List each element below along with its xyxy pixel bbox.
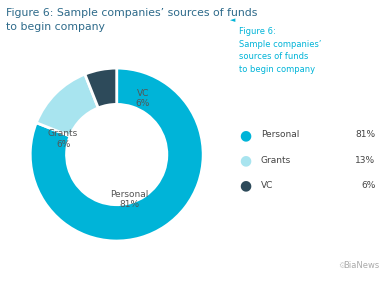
Text: ◄: ◄ bbox=[230, 17, 235, 23]
Text: VC
6%: VC 6% bbox=[135, 89, 150, 108]
Text: BiaNews: BiaNews bbox=[343, 261, 379, 270]
Text: ⚙: ⚙ bbox=[338, 261, 346, 270]
Text: 81%: 81% bbox=[355, 130, 375, 139]
Text: 13%: 13% bbox=[355, 156, 375, 165]
Text: Personal
81%: Personal 81% bbox=[110, 190, 149, 209]
Text: Grants
6%: Grants 6% bbox=[48, 129, 78, 149]
Wedge shape bbox=[85, 68, 117, 108]
Wedge shape bbox=[36, 74, 98, 136]
Text: Figure 6:
Sample companies’
sources of funds
to begin company: Figure 6: Sample companies’ sources of f… bbox=[239, 27, 322, 74]
Text: Grants: Grants bbox=[261, 156, 291, 165]
Wedge shape bbox=[30, 68, 203, 241]
Text: ●: ● bbox=[239, 128, 251, 142]
Text: 6%: 6% bbox=[361, 181, 375, 190]
Text: Personal: Personal bbox=[261, 130, 299, 139]
Text: Figure 6: Sample companies’ sources of funds
to begin company: Figure 6: Sample companies’ sources of f… bbox=[6, 8, 257, 32]
Text: ●: ● bbox=[239, 153, 251, 167]
Text: ●: ● bbox=[239, 178, 251, 192]
Text: VC: VC bbox=[261, 181, 273, 190]
